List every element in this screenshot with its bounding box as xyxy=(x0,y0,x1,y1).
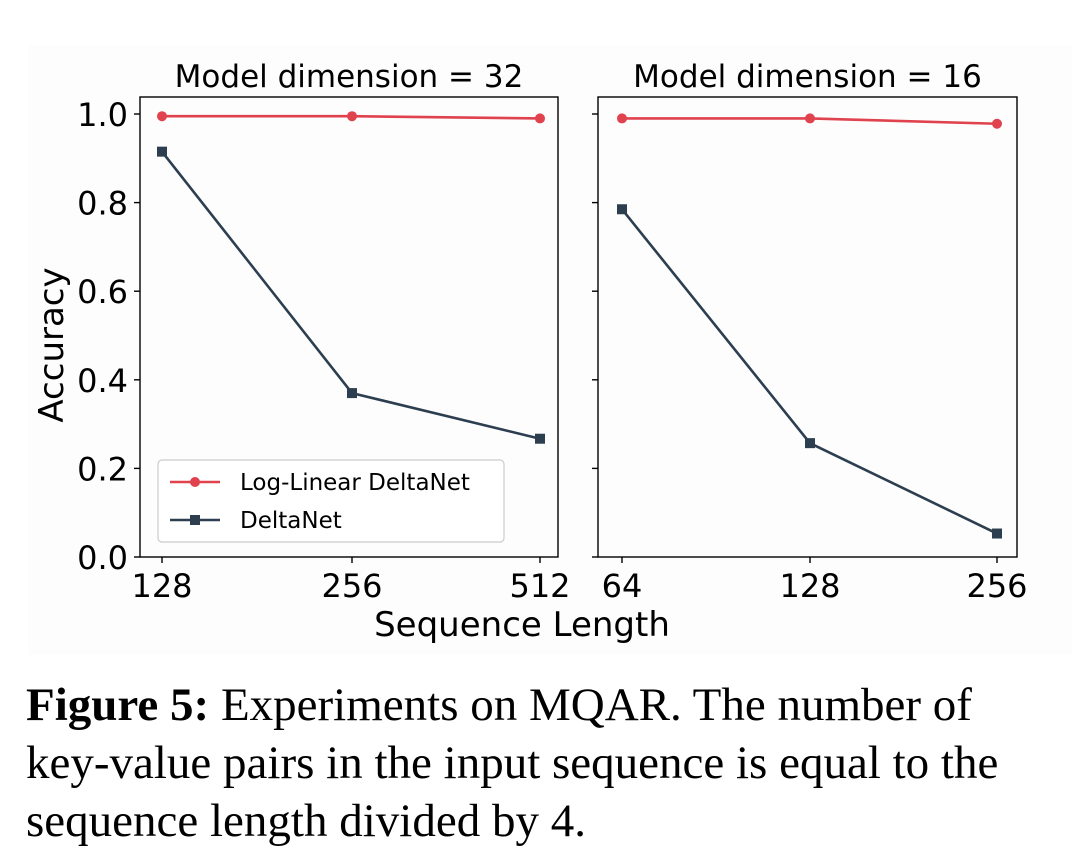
caption-label: Figure 5: xyxy=(26,679,210,731)
y-tick-label: 0.2 xyxy=(77,450,128,488)
x-tick-label: 128 xyxy=(779,567,840,605)
legend-marker-log-linear-deltanet xyxy=(190,477,200,487)
caption-text: Experiments on MQAR. The number of key-v… xyxy=(26,679,999,847)
figure-caption: Figure 5: Experiments on MQAR. The numbe… xyxy=(26,676,1066,850)
log-linear-deltanet-point xyxy=(992,118,1002,129)
figure-area: Model dimension = 32 0.0 0.2 0.4 0.6 0.8 1.0 12… xyxy=(28,45,1072,655)
deltanet-point xyxy=(617,204,627,215)
y-axis-label: Accuracy xyxy=(32,267,72,422)
log-linear-deltanet-point xyxy=(347,111,357,122)
x-tick-label: 512 xyxy=(509,567,570,605)
log-linear-deltanet-point xyxy=(157,111,167,122)
x-tick-label: 64 xyxy=(602,567,643,605)
panel-model-dim-32: Model dimension = 32 0.0 0.2 0.4 0.6 0.8 1.0 12… xyxy=(77,59,570,605)
deltanet-point xyxy=(535,433,545,444)
mqar-chart: Model dimension = 32 0.0 0.2 0.4 0.6 0.8 1.0 12… xyxy=(32,59,1028,645)
deltanet-point xyxy=(347,388,357,399)
panel-title: Model dimension = 32 xyxy=(175,59,524,95)
deltanet-point xyxy=(805,438,815,449)
x-tick-label: 256 xyxy=(966,567,1027,605)
log-linear-deltanet-point xyxy=(617,113,627,124)
plot-frame xyxy=(597,96,1018,558)
log-linear-deltanet-point xyxy=(535,113,545,124)
y-tick-label: 0.0 xyxy=(77,539,128,577)
legend: Log-Linear DeltaNet DeltaNet xyxy=(157,459,505,543)
legend-label-log-linear-deltanet: Log-Linear DeltaNet xyxy=(240,470,470,496)
x-tick-label: 256 xyxy=(321,567,382,605)
deltanet-point xyxy=(157,146,167,157)
y-tick-label: 0.4 xyxy=(77,362,128,400)
x-axis-label: Sequence Length xyxy=(374,605,670,645)
legend-marker-deltanet xyxy=(190,515,200,525)
legend-label-deltanet: DeltaNet xyxy=(240,508,342,534)
y-tick-label: 1.0 xyxy=(77,96,128,134)
legend-box xyxy=(157,459,505,543)
panel-model-dim-16: Model dimension = 16 64 128 256 xyxy=(592,59,1028,605)
panel-title: Model dimension = 16 xyxy=(633,59,982,95)
x-tick-label: 128 xyxy=(131,567,192,605)
deltanet-point xyxy=(992,528,1002,539)
log-linear-deltanet-point xyxy=(805,113,815,124)
y-tick-label: 0.6 xyxy=(77,273,128,311)
y-tick-label: 0.8 xyxy=(77,185,128,223)
